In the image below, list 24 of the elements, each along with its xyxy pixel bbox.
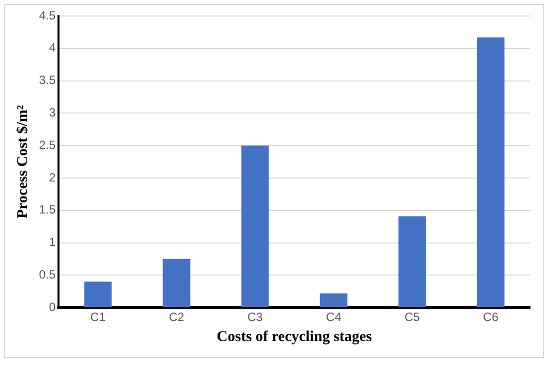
x-axis-title: Costs of recycling stages xyxy=(216,328,372,345)
bar xyxy=(241,146,269,308)
y-tick-label: 4 xyxy=(48,40,56,55)
bar xyxy=(162,259,190,308)
y-tick-label: 0.5 xyxy=(38,268,56,282)
x-tick-label: C3 xyxy=(247,310,264,324)
x-tick-label: C1 xyxy=(90,310,106,324)
bar xyxy=(320,293,348,308)
x-tick-label: C2 xyxy=(168,310,185,324)
y-axis-title: Process Cost $/m² xyxy=(14,104,31,218)
y-tick-label: 3 xyxy=(48,106,56,120)
y-tick-label: 1.5 xyxy=(38,202,56,217)
y-tick-label: 2 xyxy=(48,170,56,184)
y-tick-label: 3.5 xyxy=(38,73,56,88)
x-tick-label: C6 xyxy=(483,310,499,324)
x-tick-label: C5 xyxy=(404,310,420,324)
y-tick-label: 1 xyxy=(48,235,56,250)
x-tick-label: C4 xyxy=(326,310,342,324)
y-tick-label: 0 xyxy=(48,300,56,314)
y-tick-label: 2.5 xyxy=(38,138,56,152)
y-tick-label: 4.5 xyxy=(38,8,56,22)
bar xyxy=(84,282,112,308)
bar xyxy=(398,216,426,308)
bar xyxy=(476,37,504,308)
